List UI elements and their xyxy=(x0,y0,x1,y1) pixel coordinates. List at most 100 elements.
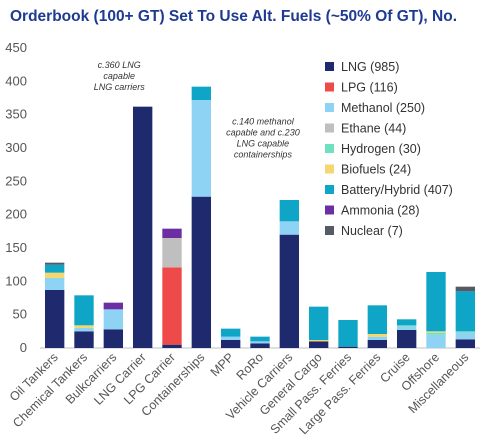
legend-item: LPG (116) xyxy=(325,81,398,95)
bar-segment xyxy=(426,332,446,335)
legend-item: Ethane (44) xyxy=(325,122,406,136)
bar-segment xyxy=(103,309,124,330)
bar-segment xyxy=(44,278,65,290)
legend-swatch xyxy=(325,164,334,174)
bar-stack xyxy=(191,86,212,348)
bar-segment xyxy=(74,331,94,348)
bar-segment xyxy=(220,336,241,340)
bar-segment xyxy=(162,228,182,238)
bar-segment xyxy=(191,196,212,348)
bar-segment xyxy=(74,295,94,326)
bar-segment xyxy=(162,238,182,268)
chart-title: Orderbook (100+ GT) Set To Use Alt. Fuel… xyxy=(10,8,457,25)
bar-segment xyxy=(279,200,300,222)
bar-segment xyxy=(74,328,94,332)
bar-segment xyxy=(396,319,417,326)
legend-item: Hydrogen (30) xyxy=(325,142,421,156)
bar-segment xyxy=(279,234,300,348)
bar-stack xyxy=(220,328,241,348)
bar-stack xyxy=(396,319,417,348)
bar-stack xyxy=(132,106,153,349)
legend: LNG (985) LPG (116) Methanol (250) Ethane (… xyxy=(325,60,453,238)
bar-segment xyxy=(396,326,417,330)
y-tick-label: 250 xyxy=(5,173,27,188)
bar-segment xyxy=(426,334,446,348)
bar-stack xyxy=(308,306,329,348)
bar-segment xyxy=(162,267,182,345)
bar-stack xyxy=(426,272,446,348)
bar-segment xyxy=(132,106,153,349)
legend-item: Battery/Hybrid (407) xyxy=(325,183,453,197)
bar-segment xyxy=(279,221,300,235)
y-tick-label: 300 xyxy=(5,140,27,155)
bar-segment xyxy=(44,264,65,273)
bar-segment xyxy=(455,291,476,332)
bar-stack xyxy=(455,286,476,348)
legend-swatch xyxy=(325,103,334,112)
bar-stack xyxy=(74,295,94,348)
y-tick-label: 350 xyxy=(5,107,27,122)
bar-stack xyxy=(162,228,182,348)
legend-swatch xyxy=(325,205,334,215)
bar-segment xyxy=(250,341,270,344)
bar-stack xyxy=(103,302,124,348)
bar-segment xyxy=(250,336,270,342)
legend-item: Methanol (250) xyxy=(325,101,425,115)
legend-swatch xyxy=(325,185,334,194)
y-tick-label: 100 xyxy=(5,273,27,288)
bar-segment xyxy=(426,331,446,333)
bar-segment xyxy=(103,329,124,348)
legend-item: LNG (985) xyxy=(325,60,399,74)
legend-label: LPG (116) xyxy=(341,81,398,95)
y-tick-label: 0 xyxy=(20,340,27,355)
bar-segment xyxy=(220,328,241,337)
bar-segment xyxy=(455,339,476,348)
bar-segment xyxy=(308,306,329,340)
bar-stacks xyxy=(44,86,476,349)
y-tick-label: 400 xyxy=(5,73,27,88)
bar-segment xyxy=(74,325,94,328)
legend-label: Battery/Hybrid (407) xyxy=(341,183,453,197)
legend-item: Ammonia (28) xyxy=(325,204,420,218)
legend-swatch xyxy=(325,123,334,133)
legend-item: Nuclear (7) xyxy=(325,224,403,238)
bar-segment xyxy=(44,272,65,278)
bar-stack xyxy=(250,336,270,348)
bar-segment xyxy=(191,86,212,100)
legend-label: Hydrogen (30) xyxy=(341,142,421,156)
legend-swatch xyxy=(325,144,334,153)
bar-segment xyxy=(367,336,388,340)
bar-segment xyxy=(367,340,388,348)
bar-segment xyxy=(338,346,358,348)
legend-swatch xyxy=(325,226,334,235)
legend-label: Nuclear (7) xyxy=(341,224,403,238)
y-tick-label: 200 xyxy=(5,207,27,222)
legend-label: Ammonia (28) xyxy=(341,204,420,218)
bar-segment xyxy=(367,305,388,334)
legend-label: Methanol (250) xyxy=(341,101,425,115)
bar-segment xyxy=(367,334,388,337)
bar-segment xyxy=(103,302,124,310)
legend-item: Biofuels (24) xyxy=(325,163,411,177)
bar-segment xyxy=(308,341,329,348)
bar-segment xyxy=(44,262,65,265)
bar-segment xyxy=(455,286,476,292)
annotation: c.140 methanol capable and c.230 LNG capab… xyxy=(226,117,300,160)
y-tick-label: 50 xyxy=(13,307,27,322)
bar-segment xyxy=(396,330,417,348)
bar-stack xyxy=(367,305,388,348)
annotation: c.360 LNG capable LNG carriers xyxy=(94,60,146,92)
legend-label: Ethane (44) xyxy=(341,122,406,136)
bar-segment xyxy=(308,340,329,342)
y-tick-label: 450 xyxy=(5,40,27,55)
bar-stack xyxy=(338,320,358,348)
annotations: c.360 LNG capable LNG carriers c.140 methan… xyxy=(94,60,300,160)
bar-segment xyxy=(250,343,270,348)
bar-segment xyxy=(396,325,417,327)
bar-stack xyxy=(279,200,300,348)
bar-stack xyxy=(44,262,65,348)
bar-segment xyxy=(44,290,65,348)
bar-segment xyxy=(426,272,446,332)
